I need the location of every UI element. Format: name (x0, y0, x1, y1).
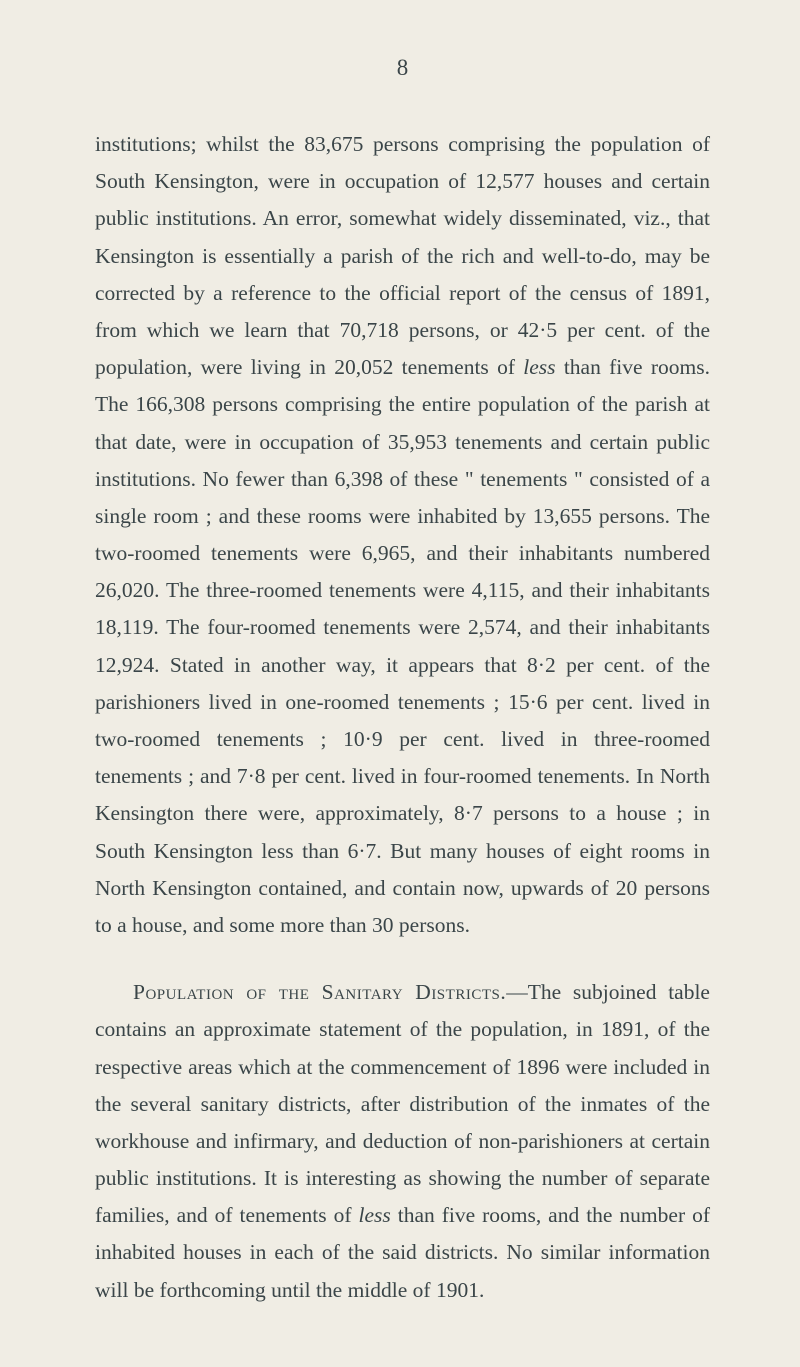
para1-text1: institutions; whilst the 83,675 persons … (95, 132, 710, 379)
page-number: 8 (95, 55, 710, 81)
paragraph-1: institutions; whilst the 83,675 persons … (95, 126, 710, 944)
para2-italic-less: less (359, 1203, 391, 1227)
para1-text2: than five rooms. The 166,308 persons com… (95, 355, 710, 937)
para2-text1: —The subjoined table contains an approxi… (95, 980, 710, 1227)
para2-heading: Population of the Sanitary Districts. (133, 980, 506, 1004)
paragraph-2: Population of the Sanitary Districts.—Th… (95, 974, 710, 1309)
para1-italic-less: less (523, 355, 555, 379)
